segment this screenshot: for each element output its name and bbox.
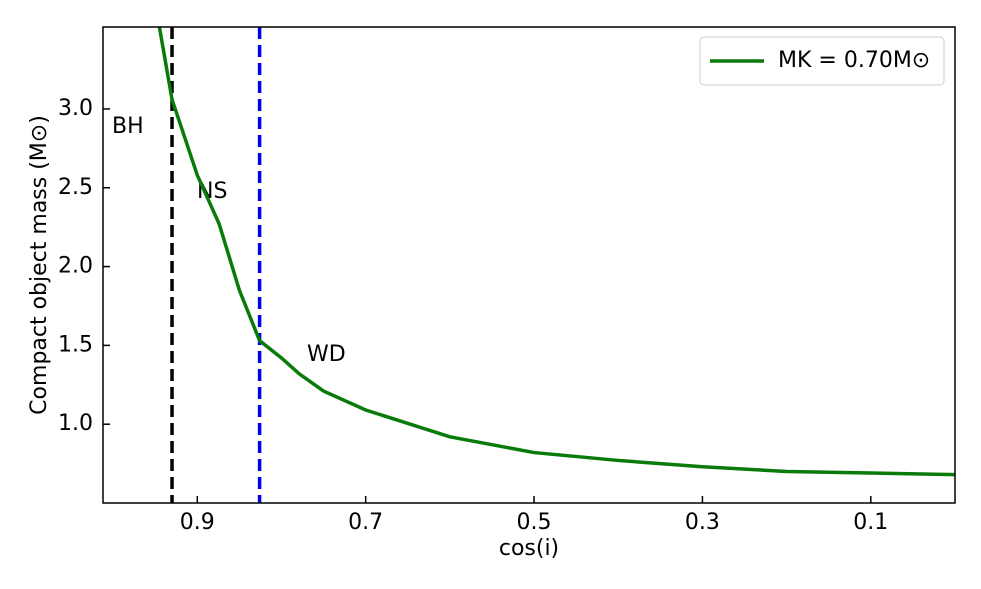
y-tick-label: 1.5 bbox=[58, 332, 93, 357]
y-axis-label: Compact object mass (M⊙) bbox=[27, 115, 52, 415]
x-tick-label: 0.1 bbox=[853, 510, 888, 535]
region-label: WD bbox=[307, 342, 346, 367]
data-line bbox=[157, 27, 955, 477]
x-tick-label: 0.5 bbox=[517, 510, 552, 535]
plot-frame bbox=[102, 26, 956, 504]
legend-label: MK = 0.70M⊙ bbox=[778, 48, 930, 73]
y-tick-label: 2.0 bbox=[58, 254, 93, 279]
legend-box bbox=[699, 36, 945, 86]
y-tick-label: 2.5 bbox=[58, 175, 93, 200]
x-tick-label: 0.9 bbox=[180, 510, 215, 535]
x-tick-label: 0.7 bbox=[348, 510, 383, 535]
x-tick-label: 0.3 bbox=[685, 510, 720, 535]
x-axis-label: cos(i) bbox=[499, 536, 559, 561]
region-label: BH bbox=[112, 114, 144, 139]
y-tick-label: 3.0 bbox=[58, 96, 93, 121]
y-tick-label: 1.0 bbox=[58, 411, 93, 436]
